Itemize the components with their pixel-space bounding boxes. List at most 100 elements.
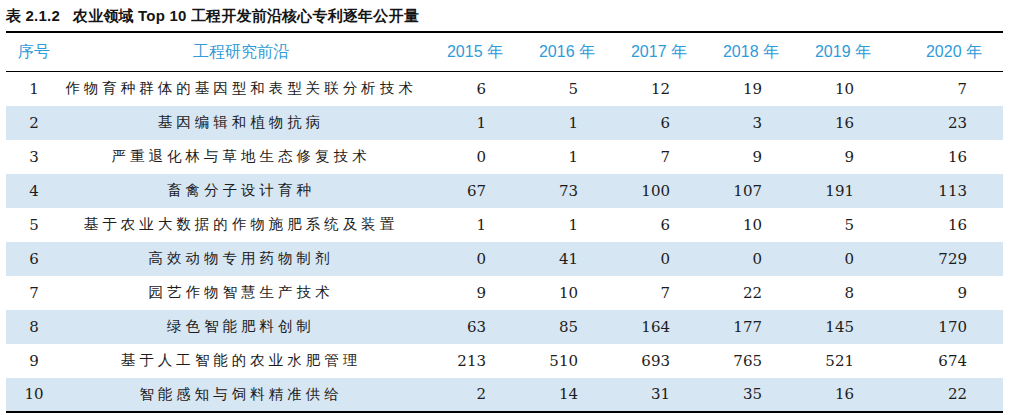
table-row: 7 园艺作物智慧生产技术 9 10 7 22 8 9 <box>6 276 1003 310</box>
cell-rank: 4 <box>6 174 62 208</box>
cell-rank: 5 <box>6 208 62 242</box>
cell-value-2016: 73 <box>512 174 604 208</box>
cell-rank: 3 <box>6 140 62 174</box>
cell-value-2020: 113 <box>880 174 1003 208</box>
cell-rank: 10 <box>6 378 62 412</box>
cell-front-name: 严重退化林与草地生态修复技术 <box>62 140 420 174</box>
cell-front-name: 高效动物专用药物制剂 <box>62 242 420 276</box>
cell-value-2019: 145 <box>788 310 880 344</box>
cell-value-2016: 85 <box>512 310 604 344</box>
cell-value-2017: 7 <box>604 140 696 174</box>
cell-value-2018: 10 <box>696 208 788 242</box>
cell-front-name: 基于农业大数据的作物施肥系统及装置 <box>62 208 420 242</box>
cell-front-name: 智能感知与饲料精准供给 <box>62 378 420 412</box>
cell-value-2018: 107 <box>696 174 788 208</box>
cell-value-2019: 16 <box>788 378 880 412</box>
table-row: 10 智能感知与饲料精准供给 2 14 31 35 16 22 <box>6 378 1003 412</box>
cell-value-2019: 191 <box>788 174 880 208</box>
cell-value-2020: 729 <box>880 242 1003 276</box>
cell-value-2016: 5 <box>512 72 604 106</box>
cell-value-2018: 3 <box>696 106 788 140</box>
cell-value-2020: 674 <box>880 344 1003 378</box>
header-row: 序号 工程研究前沿 2015 年 2016 年 2017 年 2018 年 20… <box>6 32 1003 72</box>
col-header-2020: 2020 年 <box>880 32 1003 72</box>
cell-value-2017: 6 <box>604 106 696 140</box>
cell-value-2020: 7 <box>880 72 1003 106</box>
cell-front-name: 畜禽分子设计育种 <box>62 174 420 208</box>
cell-value-2020: 170 <box>880 310 1003 344</box>
cell-value-2015: 0 <box>420 140 512 174</box>
cell-rank: 2 <box>6 106 62 140</box>
cell-value-2019: 10 <box>788 72 880 106</box>
cell-value-2018: 35 <box>696 378 788 412</box>
cell-value-2017: 6 <box>604 208 696 242</box>
col-header-2019: 2019 年 <box>788 32 880 72</box>
cell-front-name: 基于人工智能的农业水肥管理 <box>62 344 420 378</box>
cell-value-2018: 19 <box>696 72 788 106</box>
cell-front-name: 基因编辑和植物抗病 <box>62 106 420 140</box>
cell-value-2019: 521 <box>788 344 880 378</box>
cell-value-2018: 177 <box>696 310 788 344</box>
cell-value-2015: 63 <box>420 310 512 344</box>
col-header-2015: 2015 年 <box>420 32 512 72</box>
cell-value-2016: 1 <box>512 208 604 242</box>
table-row: 6 高效动物专用药物制剂 0 41 0 0 0 729 <box>6 242 1003 276</box>
table-row: 4 畜禽分子设计育种 67 73 100 107 191 113 <box>6 174 1003 208</box>
cell-value-2020: 9 <box>880 276 1003 310</box>
cell-value-2018: 9 <box>696 140 788 174</box>
cell-value-2019: 9 <box>788 140 880 174</box>
cell-rank: 9 <box>6 344 62 378</box>
col-header-2016: 2016 年 <box>512 32 604 72</box>
cell-rank: 8 <box>6 310 62 344</box>
cell-value-2017: 7 <box>604 276 696 310</box>
cell-value-2020: 16 <box>880 208 1003 242</box>
cell-value-2015: 2 <box>420 378 512 412</box>
cell-value-2015: 6 <box>420 72 512 106</box>
cell-value-2016: 10 <box>512 276 604 310</box>
cell-value-2018: 765 <box>696 344 788 378</box>
col-header-2017: 2017 年 <box>604 32 696 72</box>
cell-value-2018: 22 <box>696 276 788 310</box>
cell-value-2020: 22 <box>880 378 1003 412</box>
table-number-label: 表 2.1.2 <box>6 7 60 26</box>
table-title-text: 农业领域 Top 10 工程开发前沿核心专利逐年公开量 <box>73 7 419 26</box>
cell-value-2017: 693 <box>604 344 696 378</box>
patent-publication-table: 序号 工程研究前沿 2015 年 2016 年 2017 年 2018 年 20… <box>6 31 1003 413</box>
table-row: 5 基于农业大数据的作物施肥系统及装置 1 1 6 10 5 16 <box>6 208 1003 242</box>
cell-value-2017: 12 <box>604 72 696 106</box>
cell-rank: 1 <box>6 72 62 106</box>
table-row: 8 绿色智能肥料创制 63 85 164 177 145 170 <box>6 310 1003 344</box>
cell-value-2016: 41 <box>512 242 604 276</box>
cell-value-2015: 9 <box>420 276 512 310</box>
cell-value-2015: 67 <box>420 174 512 208</box>
cell-value-2017: 0 <box>604 242 696 276</box>
cell-value-2015: 0 <box>420 242 512 276</box>
cell-value-2020: 16 <box>880 140 1003 174</box>
cell-value-2019: 16 <box>788 106 880 140</box>
col-header-front-name: 工程研究前沿 <box>62 32 420 72</box>
cell-rank: 7 <box>6 276 62 310</box>
cell-value-2016: 14 <box>512 378 604 412</box>
cell-front-name: 园艺作物智慧生产技术 <box>62 276 420 310</box>
cell-value-2018: 0 <box>696 242 788 276</box>
cell-value-2016: 1 <box>512 106 604 140</box>
table-row: 2 基因编辑和植物抗病 1 1 6 3 16 23 <box>6 106 1003 140</box>
cell-value-2019: 0 <box>788 242 880 276</box>
col-header-2018: 2018 年 <box>696 32 788 72</box>
cell-rank: 6 <box>6 242 62 276</box>
cell-value-2015: 213 <box>420 344 512 378</box>
cell-value-2020: 23 <box>880 106 1003 140</box>
cell-value-2019: 5 <box>788 208 880 242</box>
cell-value-2015: 1 <box>420 106 512 140</box>
cell-value-2016: 1 <box>512 140 604 174</box>
cell-value-2017: 100 <box>604 174 696 208</box>
cell-value-2017: 164 <box>604 310 696 344</box>
cell-value-2016: 510 <box>512 344 604 378</box>
table-row: 9 基于人工智能的农业水肥管理 213 510 693 765 521 674 <box>6 344 1003 378</box>
cell-front-name: 作物育种群体的基因型和表型关联分析技术 <box>62 72 420 106</box>
cell-value-2015: 1 <box>420 208 512 242</box>
table-row: 3 严重退化林与草地生态修复技术 0 1 7 9 9 16 <box>6 140 1003 174</box>
cell-value-2017: 31 <box>604 378 696 412</box>
table-row: 1 作物育种群体的基因型和表型关联分析技术 6 5 12 19 10 7 <box>6 72 1003 106</box>
cell-value-2019: 8 <box>788 276 880 310</box>
